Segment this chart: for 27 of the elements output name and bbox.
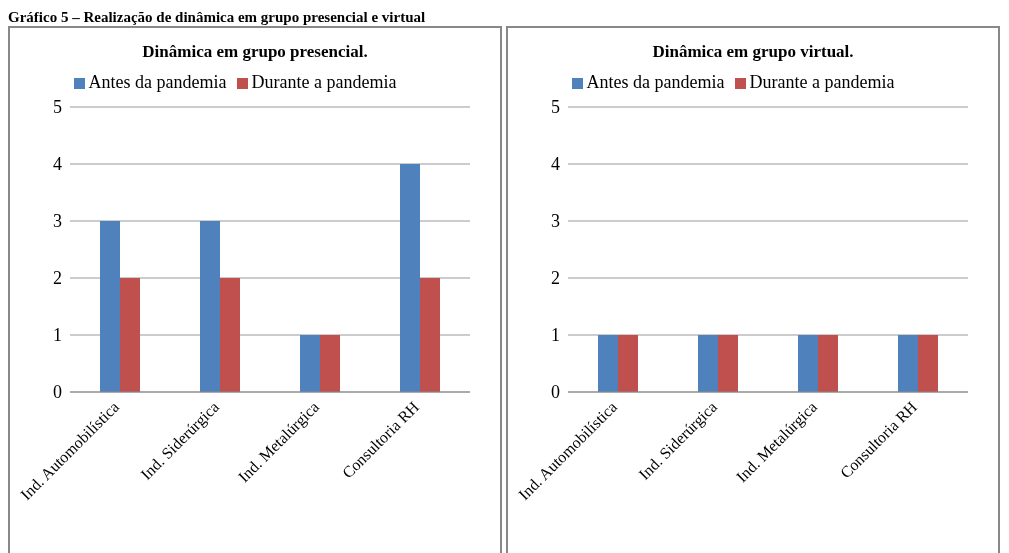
bar — [420, 278, 440, 392]
y-tick-label: 2 — [53, 268, 62, 289]
y-tick-label: 3 — [551, 211, 560, 232]
y-tick-label: 5 — [53, 97, 62, 118]
y-tick-label: 2 — [551, 268, 560, 289]
y-tick-label: 4 — [551, 154, 560, 175]
y-tick-label: 0 — [53, 382, 62, 403]
chart-title: Dinâmica em grupo presencial. — [141, 42, 369, 62]
text: Gráfico 5 – Realização de dinâmica em grupo presencial e virtual — [8, 8, 427, 26]
legend-label: Antes da pandemia — [88, 72, 227, 92]
bar — [100, 221, 120, 392]
y-tick-label: 1 — [53, 325, 62, 346]
bar — [120, 278, 140, 392]
y-tick-label: 3 — [53, 211, 62, 232]
legend-label: Durante a pandemia — [749, 72, 895, 92]
bar — [220, 278, 240, 392]
bar — [300, 335, 320, 392]
y-tick-label: 1 — [551, 325, 560, 346]
bar — [320, 335, 340, 392]
legend-label: Durante a pandemia — [251, 72, 397, 92]
bar — [200, 221, 220, 392]
bar — [400, 164, 420, 392]
y-tick-label: 0 — [551, 382, 560, 403]
legend-label: Antes da pandemia — [586, 72, 725, 92]
y-tick-label: 5 — [551, 97, 560, 118]
y-tick-label: 4 — [53, 154, 62, 175]
chart-title: Dinâmica em grupo virtual. — [651, 42, 855, 62]
